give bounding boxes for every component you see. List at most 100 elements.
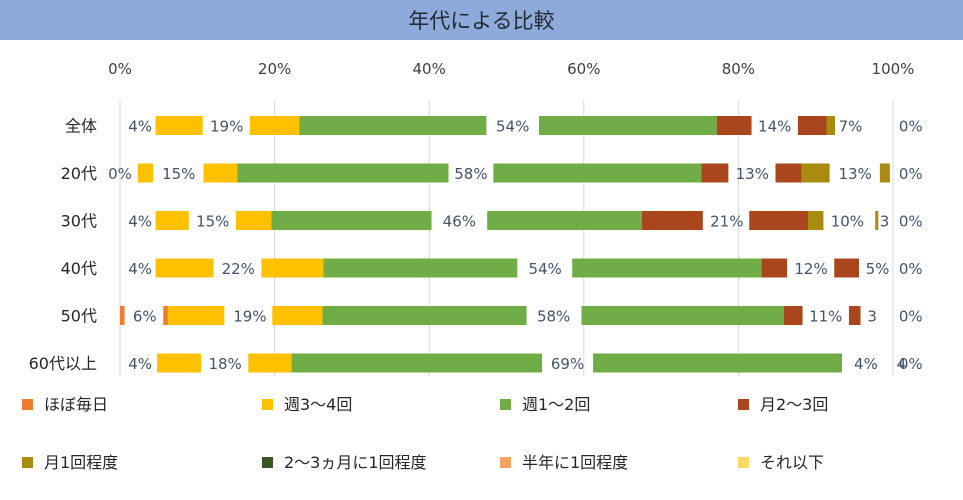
- data-label: 11%: [809, 308, 842, 326]
- bar-segment: [323, 258, 518, 278]
- category-label: 20代: [61, 164, 97, 183]
- data-label: 0%: [108, 165, 132, 183]
- x-tick-label: 60%: [567, 60, 600, 78]
- legend-swatch: [738, 399, 749, 410]
- bar-segment: [749, 211, 808, 230]
- data-label: 58%: [537, 308, 570, 326]
- data-label: 21%: [710, 213, 743, 231]
- data-label: 22%: [222, 260, 255, 278]
- x-tick-label: 100%: [872, 60, 915, 78]
- legend-label: ほぼ毎日: [44, 395, 108, 414]
- category-label: 30代: [61, 212, 97, 231]
- bar-segment: [155, 116, 203, 135]
- data-label: 4%: [128, 118, 152, 136]
- data-label: 15%: [196, 213, 229, 231]
- bar-segment: [157, 353, 202, 373]
- x-tick-label: 20%: [258, 60, 291, 78]
- legend-swatch: [500, 399, 511, 410]
- bar-segment: [807, 211, 824, 230]
- data-label: 4%: [128, 355, 152, 373]
- data-label: 12%: [794, 260, 827, 278]
- bar-segment: [322, 306, 527, 325]
- bar-segment: [167, 306, 225, 325]
- bar-segment: [797, 116, 827, 135]
- bar-segment: [538, 116, 717, 135]
- x-tick-label: 80%: [722, 60, 755, 78]
- bar-segment: [235, 211, 272, 230]
- bar-segment: [848, 306, 861, 325]
- bar-segment: [155, 211, 189, 230]
- data-label: 15%: [162, 165, 195, 183]
- bar-segment: [120, 306, 125, 325]
- bar-segment: [879, 163, 890, 183]
- bar-segment: [155, 258, 214, 278]
- bar-segment: [248, 353, 292, 373]
- bar-segment: [493, 163, 702, 183]
- x-tick-label: 40%: [413, 60, 446, 78]
- bar-segment: [775, 163, 802, 183]
- bar-segment: [701, 163, 729, 183]
- category-label: 60代以上: [29, 354, 97, 373]
- data-label: 54%: [496, 118, 529, 136]
- bar-segment: [291, 353, 543, 373]
- legend-label: 週3〜4回: [284, 395, 352, 414]
- data-label: 0%: [899, 165, 923, 183]
- legend-swatch: [262, 457, 273, 468]
- data-label: 13%: [736, 165, 769, 183]
- data-label: 0%: [899, 260, 923, 278]
- data-label: 13%: [838, 165, 871, 183]
- bar-segment: [137, 163, 154, 183]
- bar-segment: [299, 116, 487, 135]
- data-label: 0%: [899, 308, 923, 326]
- data-label: 6%: [133, 308, 157, 326]
- bar-segment: [237, 163, 449, 183]
- bar-segment: [834, 258, 859, 278]
- data-label: 14%: [758, 118, 791, 136]
- bar-segment: [784, 306, 803, 325]
- bar-segment: [826, 116, 836, 135]
- bar-segment: [641, 211, 703, 230]
- data-label: 3: [867, 308, 877, 326]
- bar-segment: [801, 163, 830, 183]
- data-label: 19%: [233, 308, 266, 326]
- data-label: 10%: [831, 213, 864, 231]
- legend-label: それ以下: [760, 453, 824, 472]
- legend-label: 月2〜3回: [760, 395, 828, 414]
- data-label: 4: [897, 355, 907, 373]
- category-label: 50代: [61, 307, 97, 326]
- data-label: 46%: [443, 213, 476, 231]
- bar-segment: [572, 258, 762, 278]
- data-label: 54%: [528, 260, 561, 278]
- legend-swatch: [22, 399, 33, 410]
- bar-segment: [875, 211, 879, 230]
- legend-label: 2〜3ヵ月に1回程度: [284, 453, 427, 472]
- data-label: 4%: [128, 213, 152, 231]
- legend-label: 月1回程度: [44, 453, 118, 472]
- legend-swatch: [22, 457, 33, 468]
- legend-label: 半年に1回程度: [522, 453, 628, 472]
- data-label: 18%: [208, 355, 241, 373]
- data-label: 3: [880, 213, 890, 231]
- legend-swatch: [738, 457, 749, 468]
- data-label: 7%: [839, 118, 863, 136]
- bar-segment: [271, 211, 432, 230]
- bar-segment: [716, 116, 752, 135]
- data-label: 4%: [854, 355, 878, 373]
- bar-segment: [272, 306, 323, 325]
- bar-segment: [593, 353, 842, 373]
- bar-segment: [163, 306, 168, 325]
- bar-segment: [203, 163, 238, 183]
- chart-title-bar: 年代による比較: [0, 0, 963, 40]
- legend-label: 週1〜2回: [522, 395, 590, 414]
- bar-segment: [487, 211, 642, 230]
- data-label: 0%: [899, 118, 923, 136]
- data-label: 0%: [899, 213, 923, 231]
- category-label: 40代: [61, 259, 97, 278]
- bar-segment: [261, 258, 324, 278]
- data-label: 58%: [454, 165, 487, 183]
- bar-segment: [581, 306, 785, 325]
- data-label: 69%: [551, 355, 584, 373]
- legend-swatch: [262, 399, 273, 410]
- data-label: 19%: [210, 118, 243, 136]
